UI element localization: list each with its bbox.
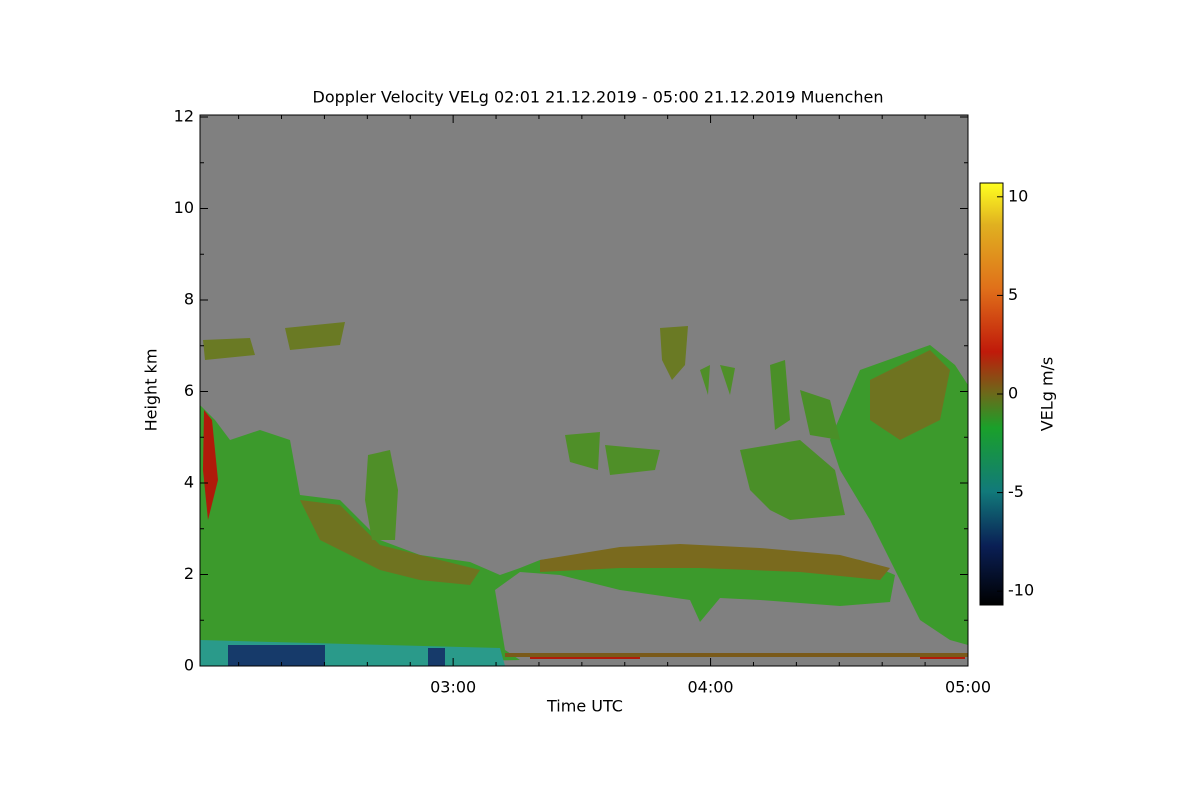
x-tick-label: 04:00 bbox=[688, 678, 734, 697]
echoes bbox=[200, 322, 968, 666]
y-tick-label: 4 bbox=[184, 473, 194, 492]
y-tick-label: 8 bbox=[184, 290, 194, 309]
colorbar-tick-label: 10 bbox=[1008, 186, 1028, 205]
y-tick-label: 0 bbox=[184, 656, 194, 675]
plot-frame bbox=[199, 114, 969, 667]
y-tick-label: 6 bbox=[184, 381, 194, 400]
chart-title: Doppler Velocity VELg 02:01 21.12.2019 -… bbox=[313, 88, 884, 107]
y-tick-label: 12 bbox=[174, 107, 194, 126]
colorbar-tick-label: -10 bbox=[1008, 581, 1034, 600]
colorbar-tick-label: -5 bbox=[1008, 482, 1024, 501]
x-tick-label: 05:00 bbox=[945, 678, 991, 697]
y-tick-label: 10 bbox=[174, 198, 194, 217]
x-tick-label: 03:00 bbox=[430, 678, 476, 697]
y-tick-label: 2 bbox=[184, 564, 194, 583]
colorbar-tick-label: 0 bbox=[1008, 384, 1018, 403]
y-axis-label: Height km bbox=[142, 349, 161, 432]
colorbar-label: VELg m/s bbox=[1038, 357, 1057, 432]
colorbar-tick-label: 5 bbox=[1008, 285, 1018, 304]
x-axis-label: Time UTC bbox=[546, 697, 623, 716]
